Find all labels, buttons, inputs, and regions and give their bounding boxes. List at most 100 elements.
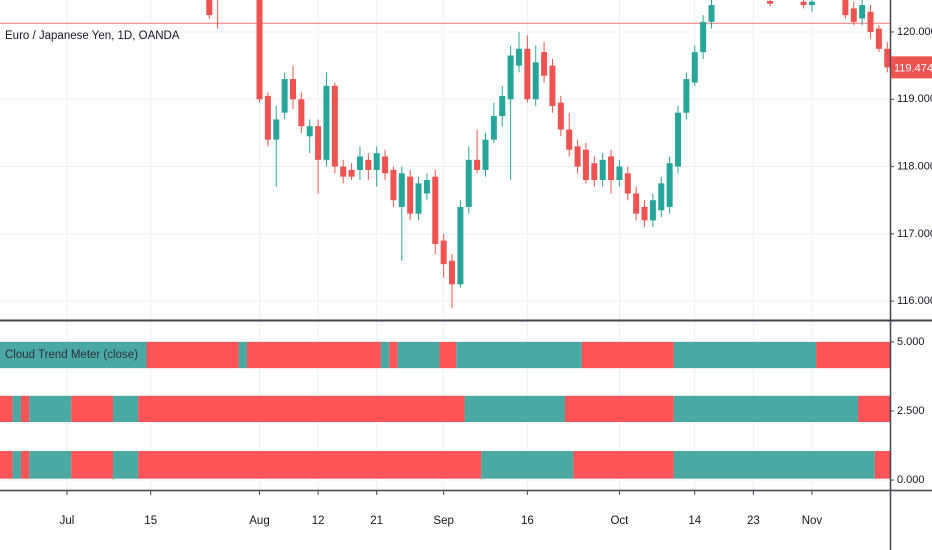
x-tick-label: Sep	[433, 515, 453, 527]
candle-body	[666, 163, 673, 207]
candle-body	[449, 260, 456, 285]
trend-segment	[0, 341, 147, 369]
candle-body	[331, 85, 338, 167]
candle-body	[340, 166, 347, 177]
trend-segment	[246, 341, 381, 369]
trend-segment	[439, 341, 457, 369]
candle-body	[206, 0, 213, 16]
trend-segment	[71, 451, 114, 479]
candle-body	[767, 1, 774, 4]
candle-body	[700, 21, 707, 53]
candle-body	[407, 176, 414, 214]
axes: 120.000119.000118.000117.000116.000Jul15…	[60, 26, 932, 527]
x-tick-label: Aug	[249, 515, 269, 527]
trend-segment	[673, 395, 858, 423]
candle-body	[624, 173, 631, 194]
trend-segment	[138, 451, 482, 479]
y-tick-label: 120.000	[897, 26, 932, 38]
trend-segment	[12, 451, 21, 479]
candle-body	[465, 159, 472, 207]
trend-segment	[464, 395, 566, 423]
x-tick-label: 21	[370, 515, 383, 527]
trend-segment	[874, 451, 890, 479]
candle-body	[591, 163, 598, 181]
candle-body	[532, 62, 539, 100]
candle-body	[541, 52, 548, 76]
y-tick-label: 116.000	[897, 295, 932, 307]
x-tick-label: 23	[747, 515, 760, 527]
trend-segment	[0, 395, 13, 423]
candle-body	[549, 65, 556, 106]
candle-body	[842, 0, 849, 16]
candle-body	[691, 52, 698, 83]
candle-body	[499, 95, 506, 117]
candle-body	[356, 156, 363, 170]
x-tick-label: 12	[312, 515, 325, 527]
candle-body	[315, 126, 322, 160]
candle-body	[675, 112, 682, 167]
y-tick-label: 5.000	[897, 336, 925, 348]
candle-body	[348, 169, 355, 177]
trend-segment	[113, 395, 139, 423]
trend-segment	[29, 395, 72, 423]
candle-body	[884, 48, 890, 68]
trend-segment	[581, 341, 674, 369]
candle-body	[515, 48, 522, 66]
candle-body	[490, 116, 497, 140]
candle-body	[708, 5, 715, 22]
trend-segment	[12, 395, 21, 423]
candle-body	[474, 159, 481, 170]
candle-body	[867, 11, 874, 32]
trend-segment	[857, 395, 890, 423]
indicator-pane	[0, 341, 890, 479]
trend-segment	[20, 451, 30, 479]
trend-segment	[456, 341, 582, 369]
candle-body	[264, 95, 271, 140]
candle-body	[440, 240, 447, 265]
last-price-label: 119.474	[894, 62, 932, 74]
candle-body	[808, 1, 815, 6]
candle-body	[256, 0, 263, 100]
trend-segment	[573, 451, 674, 479]
y-tick-label: 2.500	[897, 405, 925, 417]
candle-body	[373, 153, 380, 170]
trend-segment	[113, 451, 139, 479]
trend-segment	[816, 341, 890, 369]
candle-body	[398, 173, 405, 207]
candle-body	[649, 200, 656, 221]
candle-body	[574, 146, 581, 167]
candle-body	[323, 85, 330, 160]
candle-body	[850, 8, 857, 22]
candle-body	[298, 99, 305, 127]
trend-segment	[0, 451, 13, 479]
candle-body	[608, 156, 615, 181]
trend-segment	[71, 395, 114, 423]
trend-segment	[29, 451, 72, 479]
trend-segment	[673, 451, 875, 479]
trend-segment	[673, 341, 817, 369]
candle-body	[633, 193, 640, 214]
candle-body	[289, 79, 296, 100]
candle-body	[566, 129, 573, 150]
candle-body	[415, 183, 422, 214]
trend-segment	[238, 341, 247, 369]
y-tick-label: 117.000	[897, 228, 932, 240]
trend-segment	[380, 341, 390, 369]
candle-body	[557, 102, 564, 130]
candle-body	[507, 55, 514, 100]
candle-body	[658, 183, 665, 211]
candle-body	[616, 166, 623, 181]
candle-body	[800, 1, 807, 6]
y-tick-label: 119.000	[897, 93, 932, 105]
x-tick-label: Nov	[802, 515, 823, 527]
price-pane	[0, 0, 890, 308]
y-tick-label: 0.000	[897, 474, 925, 486]
candle-body	[306, 126, 313, 137]
candle-body	[365, 159, 372, 170]
candle-body	[273, 119, 280, 140]
chart-title: Euro / Japanese Yen, 1D, OANDA	[5, 30, 180, 42]
candle-body	[859, 5, 866, 19]
x-tick-label: 14	[688, 515, 701, 527]
x-tick-label: 16	[521, 515, 534, 527]
